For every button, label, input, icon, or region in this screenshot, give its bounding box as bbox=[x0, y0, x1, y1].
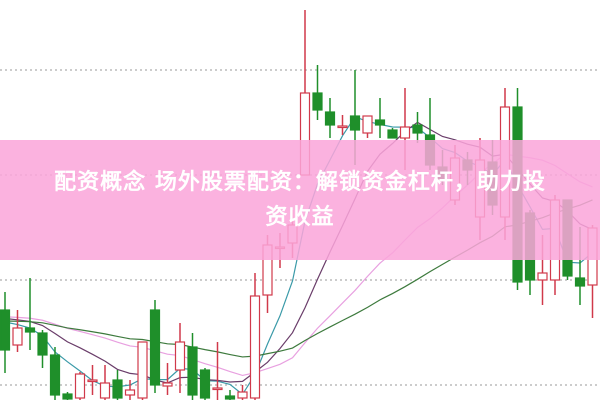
candle-up bbox=[537, 272, 548, 281]
candle-up bbox=[249, 295, 261, 399]
candle-down bbox=[412, 124, 423, 134]
candle-down bbox=[324, 111, 336, 126]
headline-line-1: 配资概念 场外股票配资：解锁资金杠杆，助力投 bbox=[54, 170, 546, 195]
candle-down bbox=[199, 369, 211, 399]
candle-up bbox=[362, 115, 373, 134]
candle-down bbox=[387, 129, 398, 139]
headline-line-2: 资收益 bbox=[265, 205, 335, 230]
candle-up bbox=[87, 379, 98, 383]
candle-down bbox=[374, 119, 386, 126]
candle-up bbox=[162, 382, 173, 387]
candle-up bbox=[174, 341, 186, 371]
candle-up bbox=[124, 389, 136, 396]
candle-up bbox=[237, 391, 248, 399]
candle-down bbox=[37, 332, 48, 356]
candle-up bbox=[74, 373, 86, 399]
candle-down bbox=[62, 393, 73, 400]
candle-down bbox=[312, 92, 323, 111]
candle-down bbox=[149, 309, 161, 386]
candle-up bbox=[99, 382, 111, 399]
candle-down bbox=[574, 277, 586, 287]
candle-up bbox=[399, 126, 411, 139]
candle-down bbox=[112, 379, 123, 399]
candle-up bbox=[212, 387, 223, 391]
candle-down bbox=[187, 346, 198, 396]
candle-down bbox=[24, 327, 36, 333]
headline-banner: 配资概念 场外股票配资：解锁资金杠杆，助力投 资收益 bbox=[0, 140, 600, 260]
candle-down bbox=[49, 354, 61, 396]
candle-up bbox=[12, 327, 23, 346]
candle-down bbox=[0, 309, 11, 351]
candle-up bbox=[337, 125, 348, 129]
candle-down bbox=[349, 115, 361, 131]
candle-up bbox=[137, 341, 148, 399]
candle-down bbox=[224, 395, 236, 400]
